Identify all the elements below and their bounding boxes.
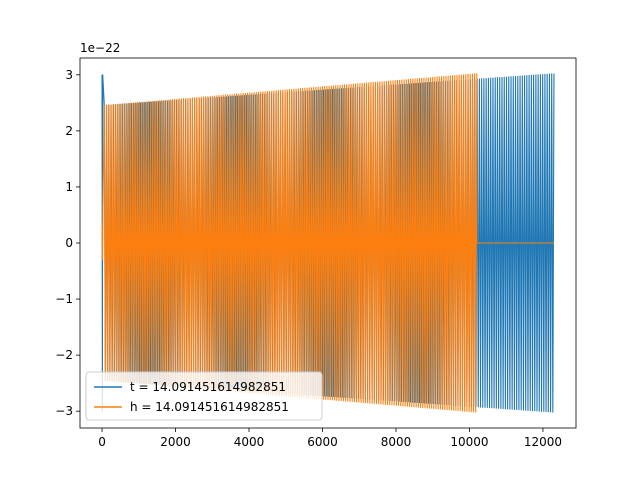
offset-label: 1e−22 <box>80 41 120 55</box>
legend-box <box>85 371 323 421</box>
x-tick-label: 6000 <box>307 435 338 449</box>
y-tick-label: −2 <box>55 348 73 362</box>
legend: t = 14.091451614982851 h = 14.09145161498… <box>85 371 323 421</box>
series-layer <box>101 73 555 413</box>
x-tick-label: 2000 <box>160 435 191 449</box>
x-axis: 0 2000 4000 6000 8000 10000 12000 <box>98 428 562 449</box>
y-tick-label: 2 <box>65 124 73 138</box>
y-tick-label: −1 <box>55 292 73 306</box>
y-axis: −3 −2 −1 0 1 2 3 <box>55 68 80 418</box>
legend-label-2: h = 14.091451614982851 <box>130 400 289 414</box>
x-tick-label: 4000 <box>234 435 265 449</box>
y-tick-label: 0 <box>65 236 73 250</box>
y-tick-label: 1 <box>65 180 73 194</box>
y-tick-label: −3 <box>55 404 73 418</box>
x-tick-label: 12000 <box>524 435 562 449</box>
series-line-2 <box>101 73 554 413</box>
x-tick-label: 10000 <box>450 435 488 449</box>
y-tick-label: 3 <box>65 68 73 82</box>
x-tick-label: 0 <box>98 435 106 449</box>
legend-label-1: t = 14.091451614982851 <box>130 380 286 394</box>
x-tick-label: 8000 <box>381 435 412 449</box>
